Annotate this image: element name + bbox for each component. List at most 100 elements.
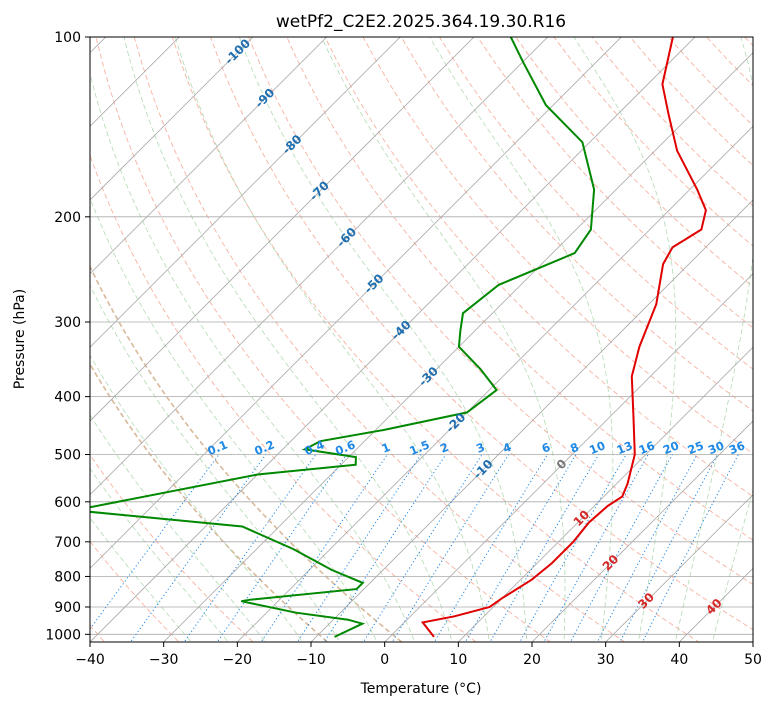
dry-adiabats [90,37,753,642]
dry-adiabat [744,37,753,47]
isotherm-label: -30 [416,364,441,389]
dry-adiabat [90,362,329,642]
mixing-ratio-line [569,454,673,642]
isotherm-line [752,641,753,642]
dry-adiabat [324,37,753,498]
y-axis-label: Pressure (hPa) [12,289,28,389]
dry-adiabat [706,37,753,87]
mixing-ratio-lines [90,454,739,642]
isotherm-label: 20 [600,552,622,574]
dewpoint-profile [90,37,596,638]
x-axis: −40 −30 −20 −10 0 10 20 30 40 50 [75,642,762,668]
y-tick-label: 600 [54,495,81,511]
isotherm-label: -20 [443,410,468,435]
mixing-ratio-label: 6 [540,440,553,456]
mixing-ratio-line [391,454,510,642]
y-tick-label: 500 [54,448,81,464]
sounding-profiles [90,37,707,638]
y-tick-label: 800 [54,569,81,585]
moist-adiabat [90,284,341,642]
y-tick-label: 900 [54,600,81,616]
isotherm-line [163,52,753,642]
x-tick-label: 40 [670,652,688,668]
moist-adiabat [90,197,378,642]
isotherm-line [90,37,254,201]
dry-adiabat [400,37,753,412]
mixing-ratio-label: 13 [615,438,635,457]
x-axis-label: Temperature (°C) [360,681,482,697]
x-tick-label: −10 [296,652,326,668]
mixing-ratio-line [362,454,483,642]
mixing-ratio-line [619,454,719,642]
y-axis: 100 200 300 400 500 600 700 800 900 1000 [45,30,90,643]
isobars [90,37,753,635]
isotherm-line [90,37,401,348]
temperature-profile [420,37,707,638]
mixing-ratio-line [596,454,698,642]
moist-adiabat [90,467,229,642]
mixing-ratio-line [90,454,220,630]
moist-adiabat [90,414,266,642]
x-tick-label: 10 [449,652,467,668]
mixing-ratio-labels: 0.1 0.2 0.4 0.6 1 1.5 2 3 4 6 8 10 13 16 20 25 30 36 [205,437,747,458]
dry-adiabat [591,37,753,207]
isotherm-label: -70 [307,178,332,203]
mixing-ratio-line [642,454,739,642]
isotherm-line [90,37,696,642]
moist-adiabat [174,37,490,642]
mixing-ratio-line [519,454,627,642]
y-tick-label: 300 [54,315,81,331]
mixing-ratio-line [296,454,422,642]
dry-adiabat [477,37,753,329]
mixing-ratio-label: 16 [637,438,657,457]
isotherm-line [531,420,753,642]
y-tick-label: 1000 [45,627,81,643]
isotherm-label: -50 [361,271,386,296]
mixing-ratio-label: 0.1 [205,437,229,458]
moist-adiabat [123,37,453,642]
mixing-ratio-label: 4 [501,440,514,456]
isotherms [90,37,753,642]
x-tick-label: 0 [380,652,389,668]
isotherm-line [90,37,549,496]
isotherm-label: 30 [635,590,657,612]
mixing-ratio-label: 25 [686,438,706,457]
mixing-ratio-label: 30 [706,438,726,457]
dry-adiabat [210,37,753,631]
chart-title: wetPf2_C2E2.2025.364.19.30.R16 [276,12,566,32]
isotherm-label: 10 [571,507,593,529]
dry-adiabat [248,37,753,586]
isotherm-label: -40 [389,318,414,343]
dry-adiabat [171,37,700,642]
dry-adiabat [90,540,180,642]
isotherm-label: -100 [222,36,253,67]
mixing-ratio-label: 10 [587,438,607,457]
isotherm-line [90,37,180,127]
mixing-ratio-line [543,454,649,642]
dry-adiabat [90,154,477,642]
moist-adiabat [573,37,677,642]
mixing-ratio-line [216,454,348,642]
mixing-ratio-line [464,454,577,642]
moist-adiabat [239,37,528,642]
moist-adiabats [90,37,753,642]
mixing-ratio-label: 1 [379,440,392,456]
isotherm-line [605,494,753,642]
isotherm-line [236,125,753,642]
mixing-ratio-label: 2 [438,440,451,456]
isotherm-line [457,346,753,642]
moist-adiabat [90,517,192,642]
plot-frame [89,36,754,643]
x-tick-label: −30 [149,652,179,668]
isotherm-label: 40 [703,596,725,618]
isotherm-line [678,567,753,642]
dry-adiabat [133,37,626,642]
y-tick-label: 700 [54,535,81,551]
x-tick-label: −20 [223,652,253,668]
dry-adiabat [90,264,403,642]
isotherm-label: -90 [252,86,277,111]
isotherm-line [384,273,753,642]
isotherm-line [90,37,622,569]
